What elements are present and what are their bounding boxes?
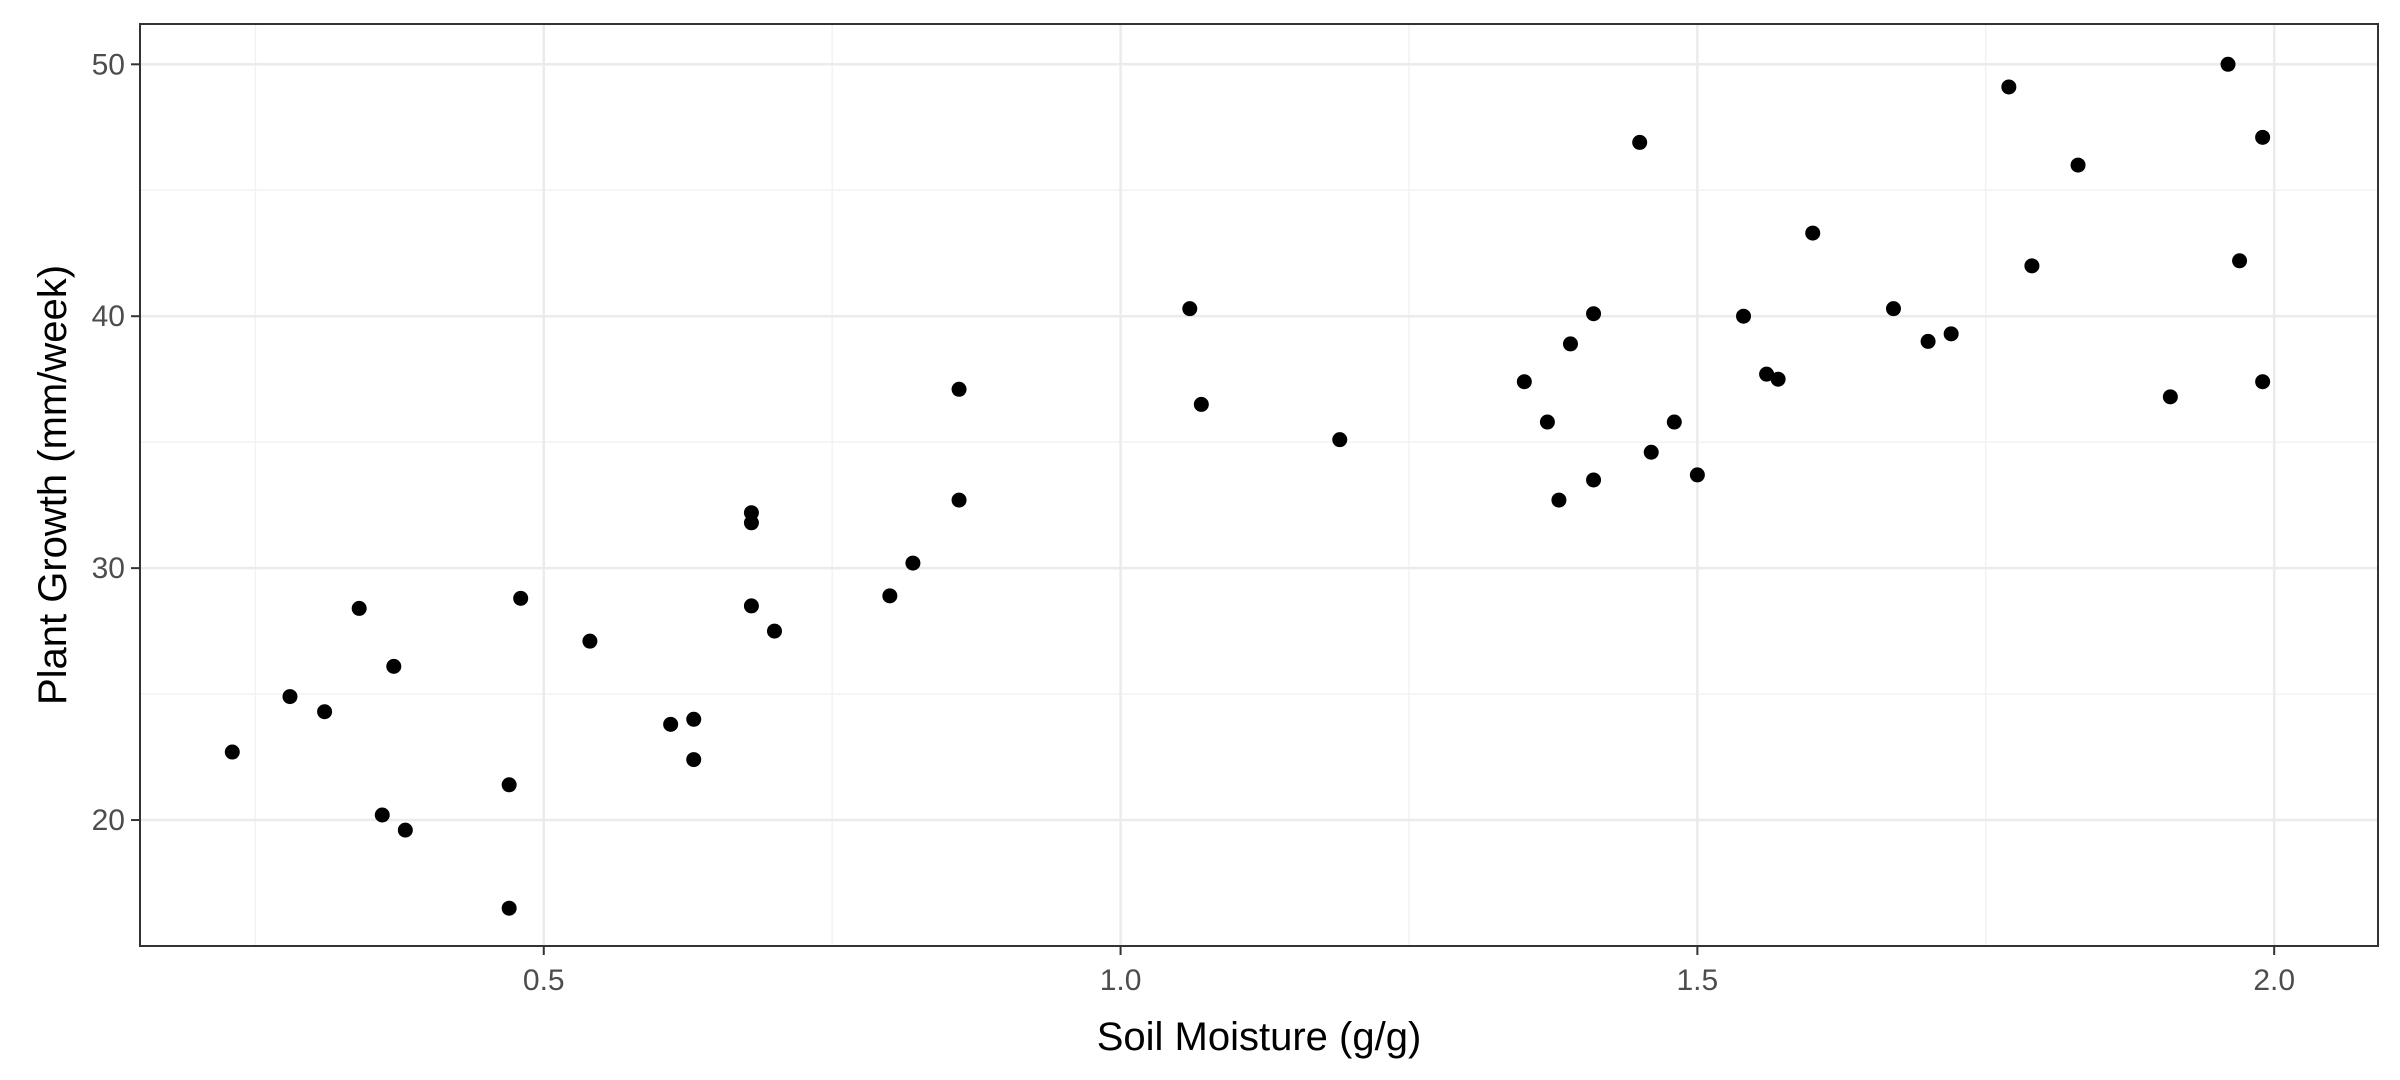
data-point [1632, 134, 1648, 150]
data-point [686, 752, 702, 768]
data-point [766, 623, 782, 639]
data-point [951, 381, 967, 397]
data-point [1666, 414, 1682, 430]
data-point [1586, 472, 1602, 488]
data-point [1539, 414, 1555, 430]
data-point [1643, 444, 1659, 460]
data-points [224, 56, 2271, 916]
data-point [2232, 253, 2248, 269]
data-point [686, 711, 702, 727]
data-point [882, 588, 898, 604]
minor-gridlines [140, 24, 2378, 947]
data-point [2001, 79, 2017, 95]
data-point [1920, 333, 1936, 349]
x-axis-title: Soil Moisture (g/g) [1097, 1015, 1422, 1059]
data-point [1182, 301, 1198, 317]
y-tick-label: 40 [92, 300, 125, 333]
data-point [224, 744, 240, 760]
data-point [2162, 389, 2178, 405]
data-point [1759, 366, 1775, 382]
plot-panel [140, 24, 2378, 946]
plot-border [139, 23, 2379, 947]
data-point [386, 658, 402, 674]
y-tick-label: 20 [92, 804, 125, 837]
major-gridlines [140, 24, 2378, 946]
data-point [2070, 157, 2086, 173]
data-point [1332, 432, 1348, 448]
data-point [397, 822, 413, 838]
data-point [1943, 326, 1959, 342]
data-point [1689, 467, 1705, 483]
data-point [374, 807, 390, 823]
data-point [1770, 371, 1786, 387]
data-point [1516, 374, 1532, 390]
data-point [1805, 225, 1821, 241]
data-point [1586, 306, 1602, 322]
data-point [2024, 258, 2040, 274]
data-point [501, 900, 517, 916]
data-point [951, 492, 967, 508]
data-point [2255, 129, 2271, 145]
x-tick-label: 1.5 [1677, 964, 1719, 997]
y-axis-ticks: 20 30 40 50 [92, 48, 140, 837]
data-point [1885, 301, 1901, 317]
data-point [905, 555, 921, 571]
data-point [743, 598, 759, 614]
data-point [351, 600, 367, 616]
data-point [743, 505, 759, 521]
x-tick-label: 0.5 [523, 964, 565, 997]
data-point [1551, 492, 1567, 508]
y-tick-label: 50 [92, 48, 125, 81]
x-tick-label: 2.0 [2253, 964, 2295, 997]
data-point [1562, 336, 1578, 352]
data-point [317, 704, 333, 720]
data-point [2220, 56, 2236, 72]
y-axis-title: Plant Growth (mm/week) [31, 265, 75, 705]
data-point [1193, 396, 1209, 412]
data-point [582, 633, 598, 649]
data-point [501, 777, 517, 793]
x-axis-ticks: 0.5 1.0 1.5 2.0 [523, 946, 2295, 997]
data-point [663, 716, 679, 732]
y-tick-label: 30 [92, 552, 125, 585]
data-point [282, 689, 298, 705]
x-tick-label: 1.0 [1100, 964, 1142, 997]
data-point [513, 590, 529, 606]
data-point [2255, 374, 2271, 390]
data-point [1736, 308, 1752, 324]
